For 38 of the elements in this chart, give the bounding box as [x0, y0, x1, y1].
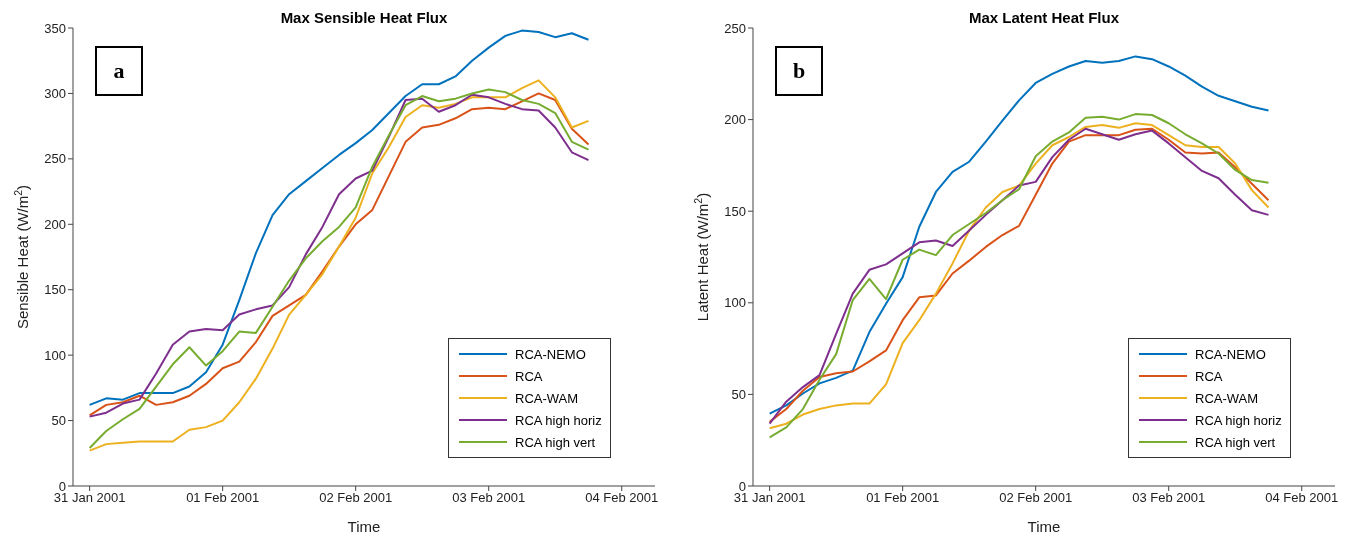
legend-label: RCA-WAM — [1195, 390, 1259, 406]
x-tick-label: 01 Feb 2001 — [866, 490, 940, 506]
legend-label: RCA-WAM — [515, 390, 579, 406]
y-tick-label: 150 — [44, 282, 66, 298]
y-tick-label: 50 — [731, 387, 746, 403]
legend-label: RCA high vert — [515, 434, 596, 450]
y-tick-label: 200 — [724, 112, 746, 128]
y-tick-label: 150 — [724, 203, 746, 219]
y-tick-label: 50 — [51, 413, 66, 429]
y-tick-label: 350 — [44, 20, 66, 36]
legend-label: RCA-NEMO — [1195, 346, 1266, 362]
legend-label: RCA — [1195, 368, 1223, 384]
x-tick-label: 04 Feb 2001 — [585, 490, 659, 506]
legend-label: RCA high horiz — [1195, 412, 1282, 428]
legend-label: RCA high horiz — [515, 412, 602, 428]
y-tick-label: 200 — [44, 216, 66, 232]
x-tick-label: 01 Feb 2001 — [186, 490, 260, 506]
y-tick-label: 100 — [724, 295, 746, 311]
line-series — [768, 55, 1270, 415]
legend-label: RCA — [515, 368, 543, 384]
annotation: a — [95, 46, 143, 96]
chart-title: Max Latent Heat Flux — [968, 9, 1120, 26]
annotation: b — [775, 46, 823, 96]
y-tick-label: 300 — [44, 86, 66, 102]
legend-label: RCA high vert — [1195, 434, 1276, 450]
x-axis-title: Time — [1027, 518, 1061, 535]
y-tick-label: 100 — [44, 347, 66, 363]
x-tick-label: 02 Feb 2001 — [319, 490, 393, 506]
chart-title: Max Sensible Heat Flux — [279, 9, 449, 26]
x-axis-title: Time — [347, 518, 381, 535]
x-tick-label: 03 Feb 2001 — [452, 490, 526, 506]
x-tick-label: 04 Feb 2001 — [1265, 490, 1339, 506]
x-tick-label: 02 Feb 2001 — [999, 490, 1073, 506]
line-series — [88, 29, 590, 406]
x-tick-label: 03 Feb 2001 — [1132, 490, 1206, 506]
y-tick-label: 250 — [724, 20, 746, 36]
legend-label: RCA-NEMO — [515, 346, 586, 362]
y-tick-label: 250 — [44, 151, 66, 167]
